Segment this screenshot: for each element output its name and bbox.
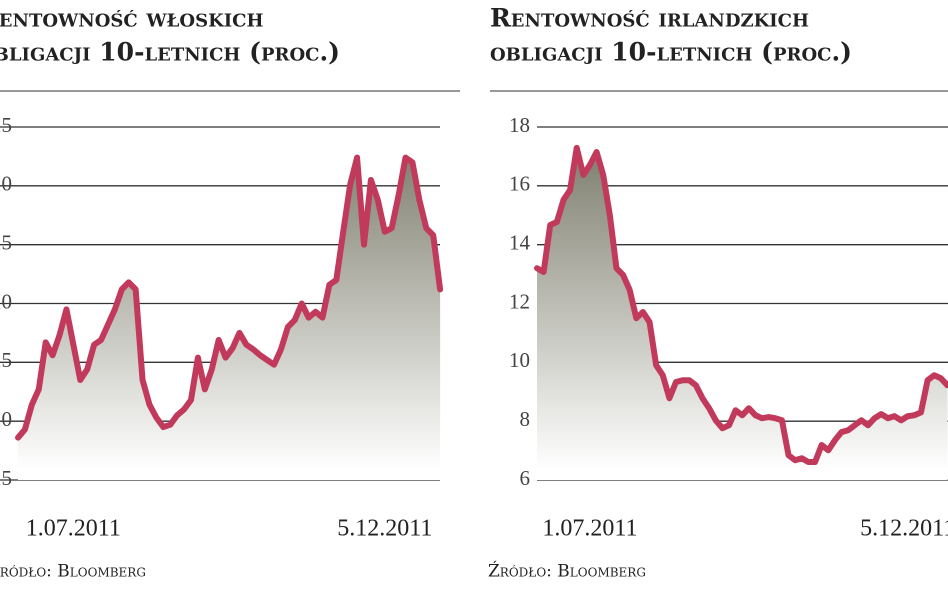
x-tick-label: 5.12.2011	[860, 516, 948, 542]
line	[534, 144, 948, 466]
y-tick-label: 8	[520, 407, 531, 431]
y-tick-label: 5,5	[0, 348, 12, 372]
x-tick-label: 1.07.2011	[26, 516, 121, 542]
y-tick-label: 16	[509, 172, 530, 196]
source: Źródło: Bloomberg	[0, 561, 146, 582]
y-tick-label: 6	[520, 466, 531, 490]
y-tick-label: 7,0	[0, 172, 12, 196]
y-tick-label: 6,5	[0, 230, 12, 254]
y-tick-label: 14	[509, 230, 531, 254]
area	[18, 157, 441, 481]
area	[537, 147, 948, 480]
line	[15, 154, 444, 441]
x-tick-label: 5.12.2011	[337, 516, 432, 542]
y-tick-label: 12	[509, 289, 530, 313]
y-tick-label: 18	[509, 113, 530, 137]
chart-title: obligacji 10-letnich (proc.)	[490, 38, 852, 67]
chart-title: Rentowność irlandzkich	[490, 4, 809, 33]
y-tick-label: 4,5	[0, 466, 12, 490]
y-tick-label: 5,0	[0, 407, 12, 431]
source: Źródło: Bloomberg	[488, 561, 646, 582]
chart-title: Rentowność włoskich	[0, 4, 263, 33]
y-tick-label: 7,5	[0, 113, 12, 137]
y-tick-label: 6,0	[0, 289, 12, 313]
x-tick-label: 1.07.2011	[542, 516, 637, 542]
chart-title: obligacji 10-letnich (proc.)	[0, 38, 340, 67]
y-tick-label: 10	[509, 348, 530, 372]
